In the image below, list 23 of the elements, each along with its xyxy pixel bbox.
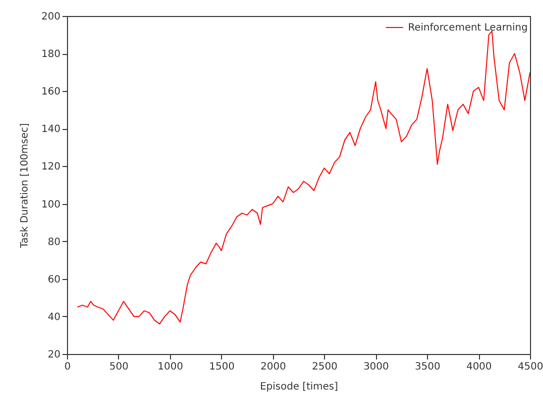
x-tick-label: 1500 — [209, 362, 235, 372]
x-tick-label: 1000 — [158, 362, 184, 372]
x-tick-label: 500 — [109, 362, 128, 372]
y-tick-label: 20 — [48, 350, 60, 360]
y-tick-label: 120 — [41, 162, 60, 173]
y-tick-label: 180 — [41, 49, 60, 60]
x-tick-label: 3500 — [414, 362, 440, 372]
y-axis-title: Task Duration [100msec] — [19, 122, 30, 249]
x-tick-label: 2000 — [260, 362, 286, 372]
y-tick-label: 160 — [41, 86, 60, 98]
y-tick-label: 140 — [41, 124, 60, 136]
x-tick-label: 3000 — [363, 362, 389, 372]
y-tick-label: 200 — [41, 12, 60, 22]
x-tick-label: 4000 — [466, 362, 492, 372]
y-tick-label: 100 — [41, 199, 60, 210]
y-tick-label: 60 — [48, 274, 60, 286]
x-axis-title: Episode [times] — [260, 382, 338, 392]
x-tick-label: 0 — [64, 362, 71, 372]
x-tick-label: 2500 — [312, 362, 338, 372]
y-tick-label: 80 — [48, 236, 60, 248]
y-tick-label: 40 — [48, 312, 60, 323]
legend-label: Reinforcement Learning — [408, 22, 528, 34]
x-tick-label: 4500 — [518, 362, 543, 372]
